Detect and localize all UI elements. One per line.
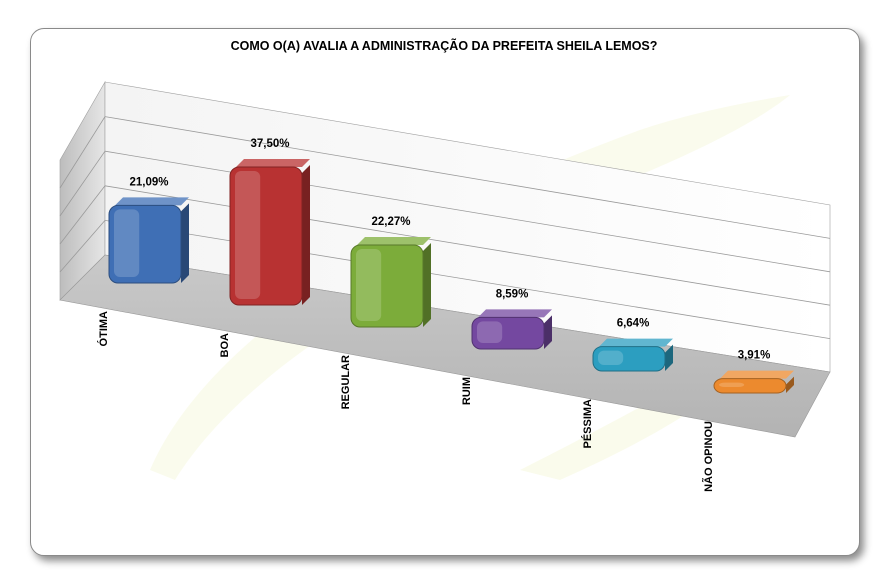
gridline: [59, 185, 106, 245]
bar-highlight: [356, 249, 382, 321]
bar-p-ssima: [592, 338, 673, 372]
bar-front: [350, 244, 424, 328]
gridlines: [59, 116, 831, 339]
category-label: BOA: [219, 333, 231, 358]
category-label: PÉSSIMA: [581, 399, 594, 449]
gridline: [104, 116, 831, 239]
gridline: [104, 150, 831, 273]
category-label: RUIM: [461, 377, 473, 405]
bar-side: [786, 376, 794, 393]
bar-top: [599, 338, 673, 347]
data-label: 21,09%: [129, 176, 168, 188]
bar-top: [115, 197, 189, 206]
category-label: NÃO OPINOU: [702, 421, 715, 492]
bar-front: [471, 316, 545, 350]
bars-group: [108, 159, 794, 394]
bar-regular: [350, 237, 431, 328]
gridline: [104, 185, 831, 306]
data-label: 22,27%: [371, 216, 410, 228]
gridline: [59, 150, 106, 217]
bar-highlight: [235, 171, 261, 299]
bar-top: [357, 237, 431, 246]
chart-title: COMO O(A) AVALIA A ADMINISTRAÇÃO DA PREF…: [231, 38, 658, 53]
bar-side: [302, 165, 310, 305]
bar-side: [181, 203, 189, 283]
category-label: REGULAR: [340, 355, 352, 409]
bar-ruim: [471, 309, 552, 350]
bar-highlight: [477, 321, 503, 343]
bar-boa: [229, 159, 310, 306]
data-label: 3,91%: [738, 350, 771, 362]
bar-highlight: [719, 382, 745, 387]
category-label: ÓTIMA: [97, 311, 110, 346]
bar-front: [229, 166, 303, 306]
bar-highlight: [114, 209, 140, 277]
bar-front: [592, 346, 666, 372]
gridline: [59, 220, 106, 273]
category-labels-group: ÓTIMA BOA REGULAR RUIM PÉSSIMA NÃO OPINOU: [97, 311, 715, 492]
data-label: 6,64%: [617, 318, 650, 330]
bar-n-o-opinou: [713, 370, 794, 394]
bar-side: [665, 344, 673, 371]
gridline: [104, 220, 831, 339]
bar--tima: [108, 197, 189, 284]
gridline: [59, 116, 106, 189]
value-labels-group: 21,09% 37,50% 22,27% 8,59% 6,64% 3,91%: [129, 138, 770, 362]
data-label: 8,59%: [496, 288, 529, 300]
bar-highlight: [598, 350, 624, 365]
bar-side: [544, 315, 552, 349]
data-label: 37,50%: [250, 138, 289, 150]
bar-front: [713, 378, 787, 394]
bar-top: [236, 159, 310, 167]
bar-top: [478, 309, 552, 318]
bar-front: [108, 204, 182, 284]
bar-side: [423, 243, 431, 327]
bar-top: [720, 370, 794, 379]
